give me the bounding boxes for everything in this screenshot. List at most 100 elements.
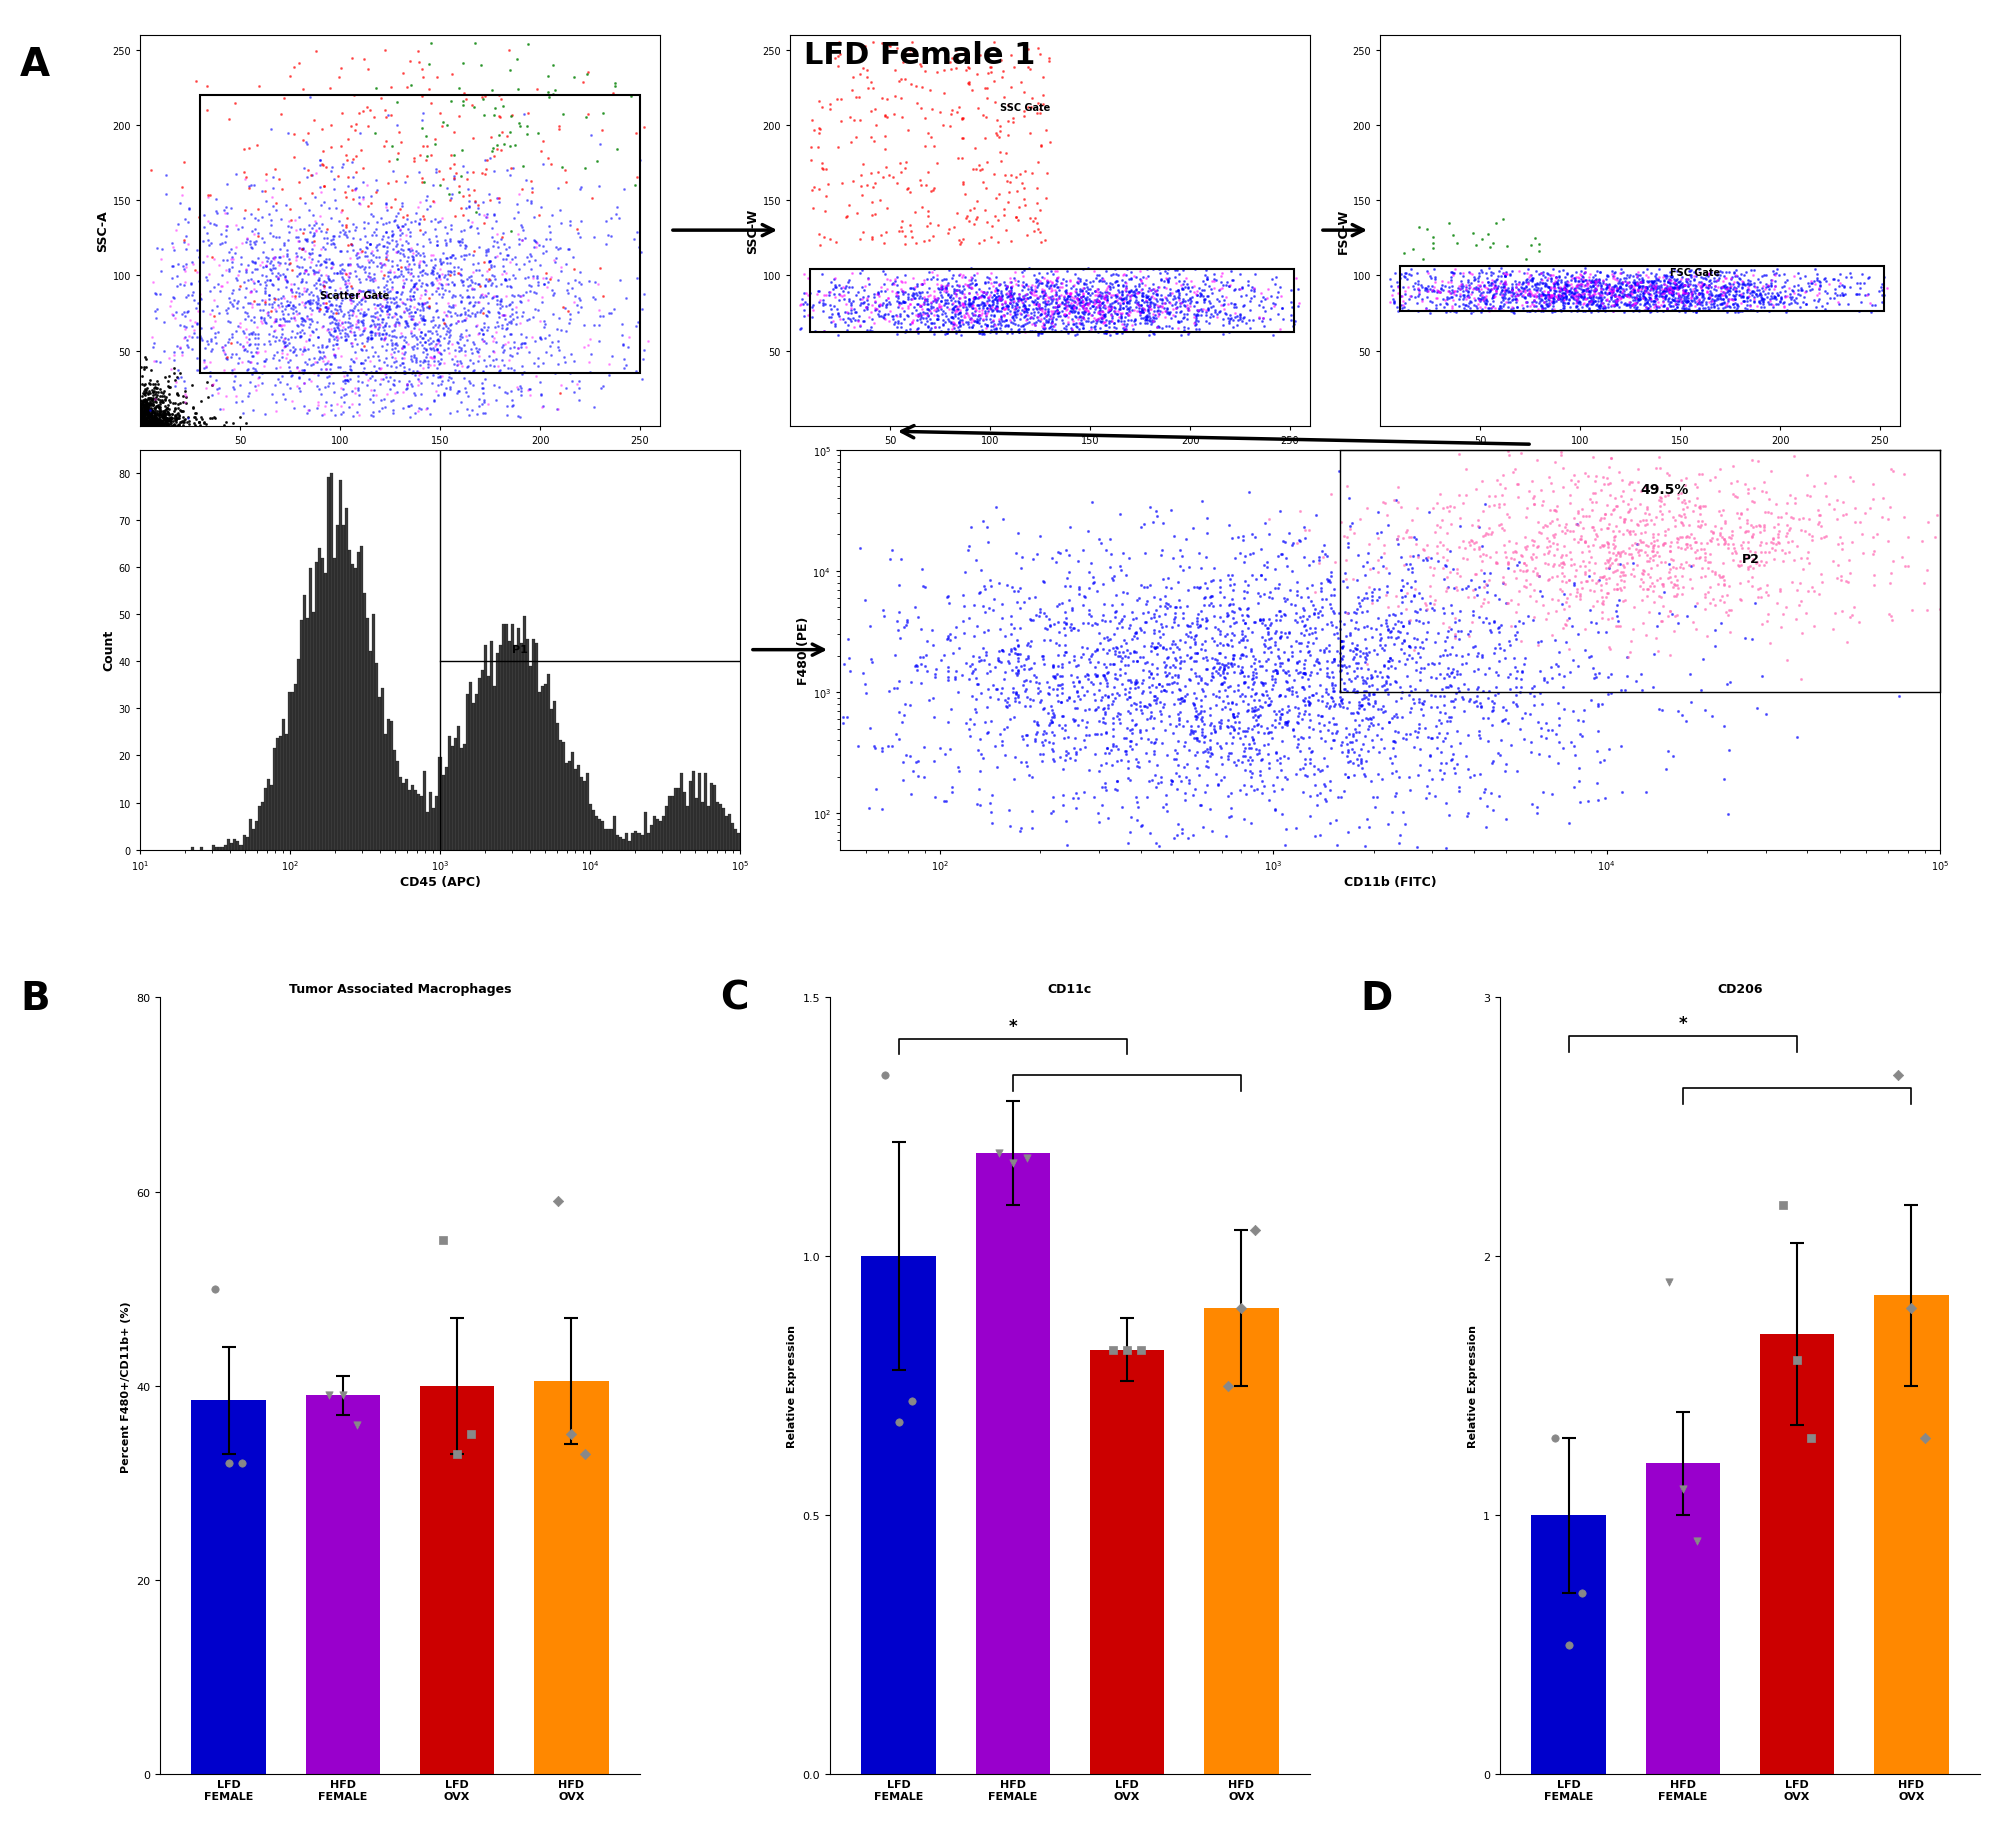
Point (242, 338, 274, 368)
Point (1572, 262, 1604, 292)
Point (320, 327, 352, 357)
Point (1878, 456, 1910, 486)
Point (408, 307, 440, 336)
Point (1700, 281, 1732, 310)
Point (1002, 647, 1034, 676)
Point (902, 747, 934, 776)
Point (862, 298, 894, 327)
Point (1732, 567, 1764, 597)
Point (326, 309, 358, 338)
Point (476, 137, 508, 166)
Point (1080, 662, 1112, 691)
Point (1206, 686, 1238, 715)
Point (1152, 298, 1184, 327)
Point (126, 408, 158, 438)
Point (330, 211, 362, 240)
Point (1084, 281, 1116, 310)
Point (566, 270, 598, 299)
Point (1386, 565, 1418, 595)
Point (1284, 628, 1316, 658)
Point (188, 298, 220, 327)
Point (408, 168, 440, 198)
Point (1532, 715, 1564, 745)
Point (1600, 512, 1632, 541)
Point (1608, 551, 1640, 580)
Point (306, 312, 338, 342)
Point (150, 394, 182, 423)
Point (1436, 599, 1468, 628)
Point (1606, 477, 1638, 506)
Point (888, 305, 920, 334)
Point (1148, 632, 1180, 662)
Point (258, 340, 290, 370)
Point (472, 268, 504, 298)
Point (1062, 682, 1094, 711)
Point (1152, 299, 1184, 329)
Point (1570, 529, 1602, 558)
Point (1664, 523, 1696, 553)
Point (1672, 285, 1704, 314)
Point (626, 364, 658, 394)
Point (1200, 266, 1232, 296)
Point (1530, 285, 1562, 314)
Point (130, 386, 162, 416)
Point (1736, 523, 1768, 553)
Point (468, 327, 500, 357)
Point (1750, 281, 1782, 310)
Point (1050, 296, 1082, 325)
Point (918, 277, 950, 307)
Point (1098, 281, 1130, 310)
Point (310, 268, 342, 298)
Point (400, 275, 432, 305)
Point (1568, 266, 1600, 296)
Point (1626, 283, 1658, 312)
Point (138, 390, 170, 419)
Point (1568, 266, 1600, 296)
Point (1166, 556, 1198, 586)
Point (882, 292, 914, 322)
Point (1178, 623, 1210, 652)
Point (1226, 617, 1258, 647)
Point (1542, 274, 1574, 303)
Point (1112, 678, 1144, 708)
Point (1464, 259, 1496, 288)
Point (128, 408, 160, 438)
Point (138, 410, 170, 440)
Point (1360, 586, 1392, 615)
Point (1832, 569, 1864, 599)
Point (1110, 277, 1142, 307)
Point (506, 288, 538, 318)
Point (1130, 283, 1162, 312)
Point (1096, 540, 1128, 569)
Point (1234, 772, 1266, 802)
Point (1742, 582, 1774, 612)
Point (1524, 292, 1556, 322)
Point (158, 401, 190, 431)
Point (146, 403, 178, 432)
Point (1164, 261, 1196, 290)
Point (428, 381, 460, 410)
Point (1470, 285, 1502, 314)
Point (1492, 274, 1524, 303)
Point (1660, 294, 1692, 323)
Point (1194, 710, 1226, 739)
Point (1214, 719, 1246, 748)
Point (1090, 669, 1122, 699)
Point (1188, 286, 1220, 316)
Point (1032, 301, 1064, 331)
Point (1106, 272, 1138, 301)
Point (586, 371, 618, 401)
Point (1596, 290, 1628, 320)
Point (906, 554, 938, 584)
Point (1548, 512, 1580, 541)
Point (854, 316, 886, 346)
Point (924, 645, 956, 675)
Point (348, 283, 380, 312)
Point (462, 320, 494, 349)
Point (416, 255, 448, 285)
Point (1172, 296, 1204, 325)
Point (510, 187, 542, 216)
Point (876, 270, 908, 299)
Point (304, 240, 336, 270)
Point (130, 390, 162, 419)
